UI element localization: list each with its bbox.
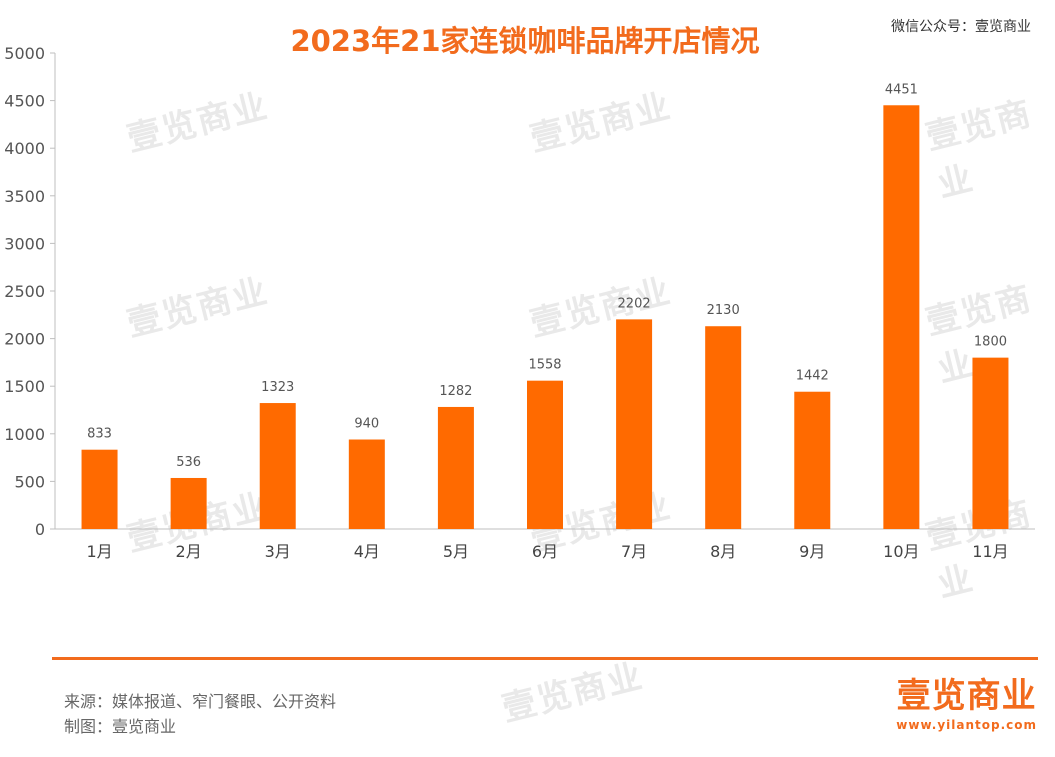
x-tick-label: 4月 bbox=[354, 542, 380, 561]
footer-divider bbox=[52, 657, 1038, 660]
bar bbox=[527, 380, 563, 529]
brand-logo: 壹览商业 www.yilantop.com bbox=[896, 676, 1037, 732]
data-label: 940 bbox=[354, 417, 379, 432]
y-tick-label: 4000 bbox=[4, 139, 45, 158]
bar bbox=[348, 439, 385, 529]
brand-url: www.yilantop.com bbox=[896, 718, 1037, 732]
x-tick-label: 9月 bbox=[799, 542, 825, 561]
y-tick-label: 1500 bbox=[4, 377, 45, 396]
y-tick-label: 500 bbox=[14, 472, 45, 491]
bar bbox=[170, 477, 207, 529]
x-tick-label: 2月 bbox=[176, 542, 202, 561]
bar-chart: 0 500 1000 1500 2000 2500 3000 3500 4000 4500 5000… bbox=[4, 44, 1035, 561]
data-label: 2202 bbox=[618, 296, 651, 311]
data-label: 4451 bbox=[885, 82, 918, 97]
data-label: 536 bbox=[176, 455, 201, 470]
y-tick-label: 2500 bbox=[4, 282, 45, 301]
y-tick-label: 5000 bbox=[4, 44, 45, 63]
x-tick-label: 10月 bbox=[883, 542, 919, 561]
x-tick-label: 8月 bbox=[710, 542, 736, 561]
x-tick-label: 7月 bbox=[621, 542, 647, 561]
y-tick-label: 2000 bbox=[4, 330, 45, 349]
y-tick-label: 3000 bbox=[4, 234, 45, 253]
data-label: 1800 bbox=[974, 335, 1007, 350]
bar bbox=[972, 357, 1009, 529]
bar bbox=[883, 105, 920, 529]
x-tick-label: 1月 bbox=[86, 542, 112, 561]
credit-note: 制图：壹览商业 bbox=[64, 717, 177, 736]
data-label: 1323 bbox=[261, 380, 294, 395]
y-tick-label: 0 bbox=[35, 520, 45, 539]
wechat-account-label: 微信公众号：壹览商业 bbox=[891, 19, 1031, 35]
bar bbox=[794, 391, 831, 529]
bar bbox=[81, 449, 118, 529]
x-tick-label: 5月 bbox=[443, 542, 469, 561]
bar bbox=[437, 406, 474, 529]
y-tick-label: 1000 bbox=[4, 425, 45, 444]
bar bbox=[705, 326, 742, 529]
data-label: 833 bbox=[87, 427, 112, 442]
x-tick-label: 3月 bbox=[265, 542, 291, 561]
chart-title: 2023年21家连锁咖啡品牌开店情况 bbox=[290, 24, 760, 58]
y-tick-label: 3500 bbox=[4, 187, 45, 206]
brand-logo-text: 壹览商业 bbox=[896, 676, 1037, 716]
bar bbox=[259, 403, 296, 529]
data-label: 1442 bbox=[796, 369, 829, 384]
source-note: 来源：媒体报道、窄门餐眼、公开资料 bbox=[64, 692, 337, 711]
x-tick-label: 11月 bbox=[972, 542, 1008, 561]
watermark: 壹览商业 bbox=[498, 656, 648, 730]
data-label: 2130 bbox=[707, 303, 740, 318]
x-tick-label: 6月 bbox=[532, 542, 558, 561]
bar bbox=[616, 319, 653, 529]
data-label: 1558 bbox=[528, 358, 561, 373]
data-label: 1282 bbox=[439, 384, 472, 399]
y-tick-label: 4500 bbox=[4, 92, 45, 111]
